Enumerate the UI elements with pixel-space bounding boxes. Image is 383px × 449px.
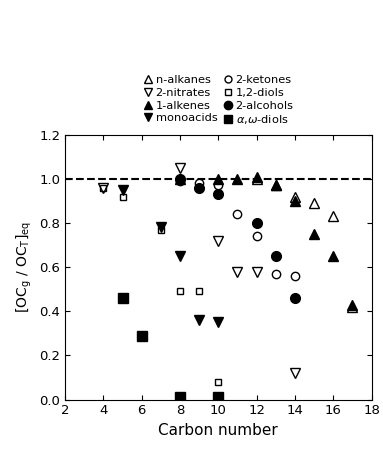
Y-axis label: [OC$_\mathrm{g}$ / OC$_\mathrm{T}$]$_\mathrm{eq}$: [OC$_\mathrm{g}$ / OC$_\mathrm{T}$]$_\ma… <box>14 221 34 313</box>
X-axis label: Carbon number: Carbon number <box>159 423 278 438</box>
Legend: n-alkanes, 2-nitrates, 1-alkenes, monoacids, 2-ketones, 1,2-diols, 2-alcohols, $: n-alkanes, 2-nitrates, 1-alkenes, monoac… <box>143 75 293 126</box>
